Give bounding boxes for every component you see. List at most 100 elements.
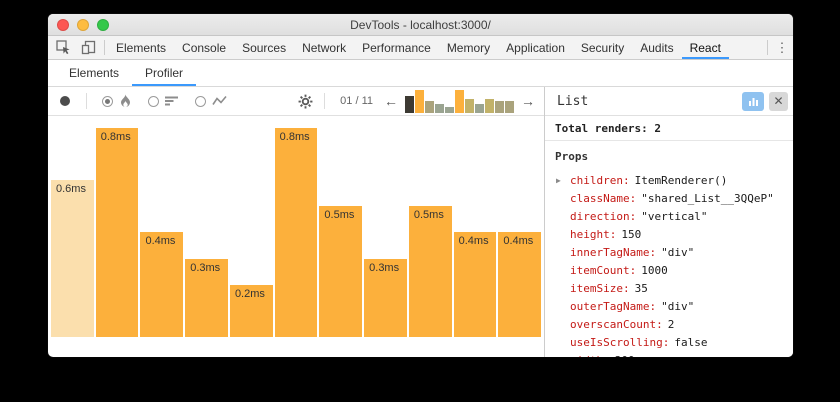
prop-value: "div" [661, 300, 695, 313]
bar-duration-label: 0.5ms [413, 209, 444, 222]
tab-performance[interactable]: Performance [362, 40, 431, 55]
snapshot-minibar-9[interactable] [485, 98, 494, 113]
view-chart-button[interactable] [742, 91, 764, 111]
prop-row-children[interactable]: ▶ children: ItemRenderer() [555, 172, 793, 190]
zoom-window-button[interactable] [97, 19, 109, 31]
flamegraph-radio[interactable] [102, 95, 113, 107]
devtools-window: DevTools - localhost:3000/ Elements Conso… [48, 14, 793, 357]
commit-bar-9[interactable]: 0.5ms [408, 206, 452, 337]
details-pane: List ✕ Total renders: 2 Props [545, 87, 793, 357]
tab-network[interactable]: Network [302, 40, 347, 55]
prop-row-innerTagName[interactable]: innerTagName: "div" [555, 244, 793, 262]
subtab-elements[interactable]: Elements [69, 66, 120, 80]
bar-duration-label: 0.4ms [458, 235, 489, 248]
prop-value: "div" [661, 246, 695, 259]
expand-arrow-icon[interactable]: ▶ [556, 176, 561, 185]
close-details-button[interactable]: ✕ [769, 91, 788, 111]
profiler-settings-button[interactable] [298, 94, 313, 109]
prop-value: 300 [615, 354, 635, 357]
tab-react[interactable]: React [682, 36, 729, 59]
tab-memory[interactable]: Memory [446, 40, 491, 55]
bar-duration-label: 0.8ms [100, 130, 131, 143]
tabbar-divider-right [767, 40, 768, 55]
commit-bar-4[interactable]: 0.3ms [185, 258, 228, 337]
close-icon: ✕ [773, 94, 784, 108]
prop-row-direction[interactable]: direction: "vertical" [555, 208, 793, 226]
inspect-element-icon[interactable] [51, 36, 76, 59]
prop-row-useIsScrolling[interactable]: useIsScrolling: false [555, 334, 793, 352]
prop-value: false [674, 336, 708, 349]
commit-bar-11[interactable]: 0.4ms [498, 232, 542, 337]
tab-console[interactable]: Console [182, 40, 227, 55]
prop-value: "shared_List__3QQeP" [641, 192, 774, 205]
snapshot-selector[interactable] [405, 89, 514, 113]
tab-elements[interactable]: Elements [116, 40, 167, 55]
traffic-lights [57, 19, 109, 31]
next-snapshot-icon[interactable]: → [521, 93, 535, 109]
prop-row-height[interactable]: height: 150 [555, 226, 793, 244]
toolbar-divider [86, 93, 87, 109]
props-list: ▶ children: ItemRenderer() className: "share… [555, 172, 793, 357]
tab-application[interactable]: Application [506, 40, 565, 55]
prop-value: ItemRenderer() [634, 174, 728, 187]
mode-ranked[interactable] [148, 95, 179, 107]
prop-row-outerTagName[interactable]: outerTagName: "div" [555, 298, 793, 316]
commit-bar-3[interactable]: 0.4ms [140, 232, 184, 337]
ranked-radio[interactable] [148, 95, 159, 107]
props-section: Props ▶ children: ItemRenderer() className:… [545, 141, 793, 357]
record-button[interactable] [60, 96, 70, 106]
prop-row-itemCount[interactable]: itemCount: 1000 [555, 262, 793, 280]
commit-bar-5[interactable]: 0.2ms [229, 284, 273, 337]
snapshot-minibar-10[interactable] [495, 101, 504, 113]
devtools-menu-icon[interactable]: ⋮ [775, 39, 789, 55]
prev-snapshot-icon[interactable]: ← [384, 93, 398, 109]
prop-key: height: [570, 228, 617, 241]
prop-key: width: [570, 354, 610, 357]
subtab-profiler[interactable]: Profiler [132, 60, 196, 86]
prop-value: "vertical" [641, 210, 708, 223]
snapshot-minibar-1[interactable] [405, 95, 414, 113]
prop-value: 2 [667, 318, 675, 331]
snapshot-minibar-5[interactable] [445, 107, 454, 113]
snapshot-minibar-7[interactable] [465, 98, 474, 113]
interactions-radio[interactable] [195, 95, 206, 107]
commit-bar-7[interactable]: 0.5ms [319, 206, 363, 337]
snapshot-minibar-11[interactable] [505, 101, 514, 113]
prop-row-itemSize[interactable]: itemSize: 35 [555, 280, 793, 298]
snapshot-minibar-2[interactable] [415, 89, 424, 113]
react-subtabbar: Elements Profiler [48, 60, 793, 87]
device-toolbar-icon[interactable] [76, 36, 101, 59]
bar-duration-label: 0.5ms [324, 209, 355, 222]
prop-value: 150 [621, 228, 642, 241]
prop-value: 35 [634, 282, 648, 295]
prop-row-width[interactable]: width: 300 [555, 352, 793, 357]
snapshot-minibar-6[interactable] [455, 89, 464, 113]
gear-icon [298, 94, 313, 109]
component-name: List [557, 93, 589, 109]
commit-bar-1[interactable]: 0.6ms [51, 180, 94, 337]
details-header: List ✕ [545, 87, 793, 116]
bar-duration-label: 0.6ms [56, 183, 86, 196]
tab-security[interactable]: Security [580, 40, 625, 55]
prop-row-overscanCount[interactable]: overscanCount: 2 [555, 316, 793, 334]
prop-key: outerTagName: [570, 300, 657, 313]
mode-flamegraph[interactable] [102, 94, 132, 108]
flame-icon [119, 94, 132, 108]
tab-audits[interactable]: Audits [640, 40, 674, 55]
snapshot-minibar-3[interactable] [425, 101, 434, 113]
snapshot-minibar-8[interactable] [475, 104, 484, 113]
tab-sources[interactable]: Sources [242, 40, 287, 55]
snapshot-minibar-4[interactable] [435, 104, 444, 113]
mode-interactions[interactable] [195, 95, 227, 107]
tabbar-spacer [729, 36, 764, 59]
commit-bar-2[interactable]: 0.8ms [95, 127, 139, 337]
commit-bar-8[interactable]: 0.3ms [364, 258, 407, 337]
prop-row-className[interactable]: className: "shared_List__3QQeP" [555, 190, 793, 208]
ranked-chart-icon [165, 95, 179, 107]
commit-bar-6[interactable]: 0.8ms [274, 127, 318, 337]
close-window-button[interactable] [57, 19, 69, 31]
bar-duration-label: 0.4ms [145, 235, 176, 248]
minimize-window-button[interactable] [77, 19, 89, 31]
commit-bar-10[interactable]: 0.4ms [453, 232, 497, 337]
bar-duration-label: 0.3ms [190, 261, 221, 274]
